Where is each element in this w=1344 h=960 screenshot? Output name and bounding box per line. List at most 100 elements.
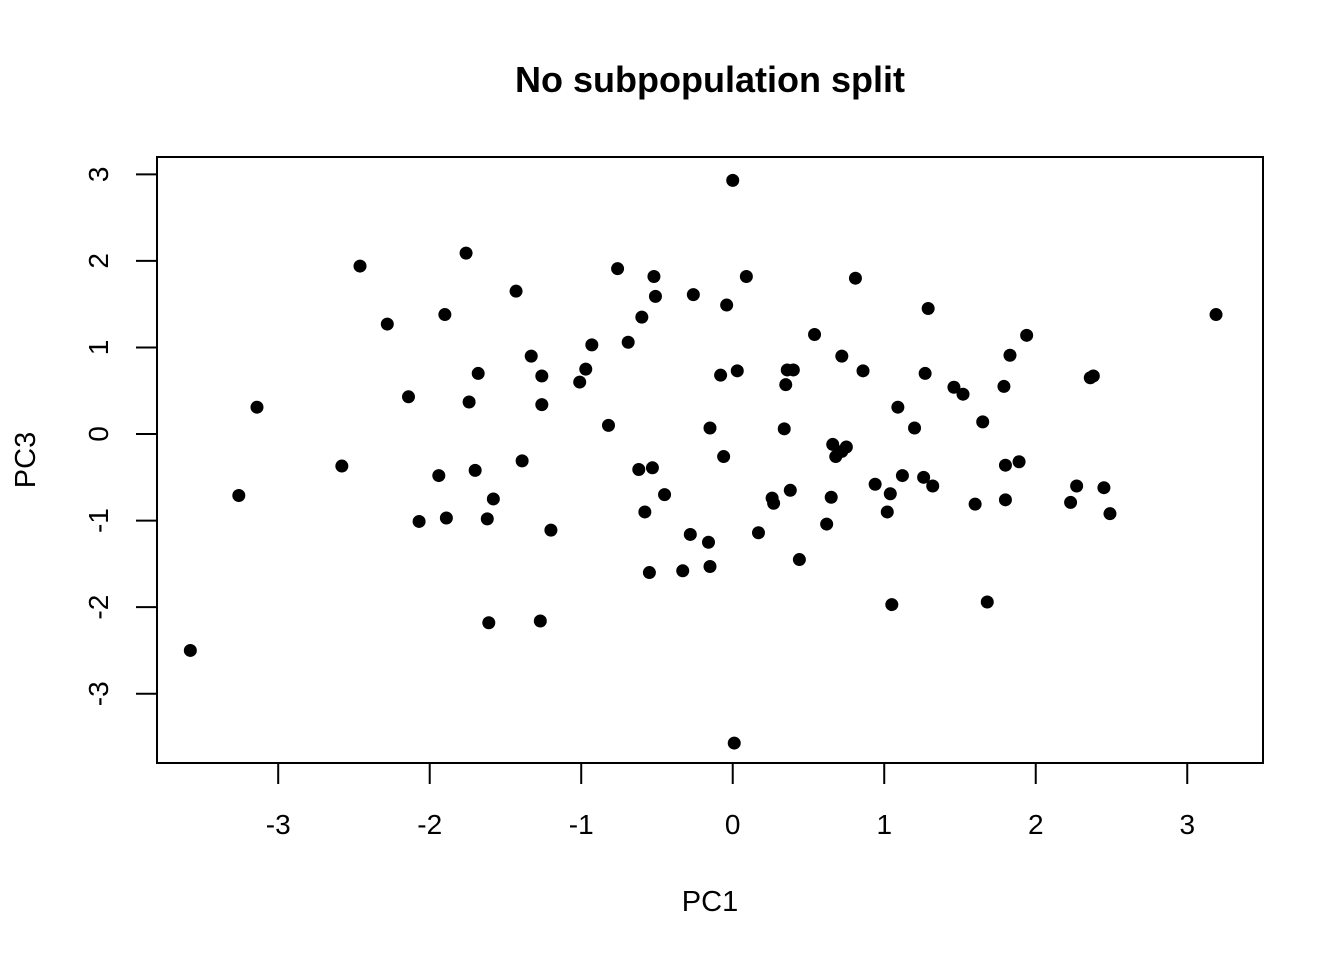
data-point xyxy=(848,271,862,285)
data-point xyxy=(868,477,882,491)
data-point xyxy=(686,288,700,302)
data-point xyxy=(883,487,897,501)
data-point xyxy=(462,395,476,409)
data-point xyxy=(335,459,349,473)
data-point xyxy=(438,308,452,322)
data-point xyxy=(402,390,416,404)
data-point xyxy=(515,454,529,468)
x-tick-label: 0 xyxy=(725,809,741,840)
data-point xyxy=(714,368,728,382)
data-point xyxy=(544,523,558,537)
data-point xyxy=(658,488,672,502)
data-point xyxy=(676,564,690,578)
data-point xyxy=(1097,481,1111,495)
data-point xyxy=(647,269,661,283)
data-point xyxy=(535,398,549,412)
y-tick-label: 0 xyxy=(83,426,114,442)
data-point xyxy=(1012,455,1026,469)
data-point xyxy=(183,643,197,657)
data-point xyxy=(509,284,523,298)
data-point xyxy=(621,335,635,349)
data-point xyxy=(717,450,731,464)
data-point xyxy=(250,400,264,414)
x-tick-label: -2 xyxy=(417,809,442,840)
x-axis: -3 -2 -1 0 1 2 3 xyxy=(266,762,1195,840)
data-point xyxy=(956,387,970,401)
data-point xyxy=(751,526,765,540)
data-point xyxy=(792,553,806,567)
y-axis: -3 -2 -1 0 1 2 3 xyxy=(83,167,158,706)
data-point xyxy=(839,440,853,454)
data-point xyxy=(579,362,593,376)
data-point xyxy=(730,364,744,378)
data-point xyxy=(908,421,922,435)
data-point xyxy=(856,364,870,378)
y-tick-label: -2 xyxy=(83,595,114,620)
data-point xyxy=(808,327,822,341)
data-point xyxy=(777,422,791,436)
x-tick-label: 2 xyxy=(1028,809,1044,840)
data-point xyxy=(767,496,781,510)
data-point xyxy=(482,616,496,630)
plot-frame xyxy=(156,156,1264,764)
data-point xyxy=(573,375,587,389)
data-point xyxy=(824,490,838,504)
data-point xyxy=(826,437,840,451)
data-point xyxy=(585,338,599,352)
data-point xyxy=(779,378,793,392)
x-tick-label: -1 xyxy=(569,809,594,840)
data-point xyxy=(611,262,625,276)
data-point xyxy=(1003,348,1017,362)
data-point xyxy=(885,598,899,612)
y-tick-label: 2 xyxy=(83,253,114,269)
data-point xyxy=(947,380,961,394)
data-point xyxy=(820,517,834,531)
data-point xyxy=(632,463,646,477)
data-point xyxy=(998,493,1012,507)
data-point xyxy=(468,463,482,477)
data-point xyxy=(683,527,697,541)
x-tick-label: 1 xyxy=(876,809,892,840)
data-point xyxy=(648,289,662,303)
y-tick-label: -3 xyxy=(83,681,114,706)
data-point xyxy=(601,418,615,432)
x-axis-label: PC1 xyxy=(682,886,738,918)
data-point xyxy=(353,259,367,273)
data-point xyxy=(645,461,659,475)
data-point xyxy=(701,535,715,549)
data-point xyxy=(480,512,494,526)
data-point xyxy=(1086,369,1100,383)
data-point xyxy=(880,505,894,519)
data-point xyxy=(533,614,547,628)
data-point xyxy=(968,497,982,511)
data-point xyxy=(1064,495,1078,509)
data-point xyxy=(895,469,909,483)
data-point xyxy=(524,349,538,363)
data-points xyxy=(183,173,1223,750)
data-point xyxy=(380,317,394,331)
chart-title: No subpopulation split xyxy=(515,59,905,100)
data-point xyxy=(471,366,485,380)
y-tick-label: -1 xyxy=(83,508,114,533)
data-point xyxy=(739,269,753,283)
data-point xyxy=(976,415,990,429)
data-point xyxy=(635,310,649,324)
data-point xyxy=(786,363,800,377)
data-point xyxy=(720,298,734,312)
data-point xyxy=(638,505,652,519)
data-point xyxy=(997,379,1011,393)
data-point xyxy=(918,366,932,380)
data-point xyxy=(1103,507,1117,521)
data-point xyxy=(783,483,797,497)
data-point xyxy=(917,470,931,484)
data-point xyxy=(703,559,717,573)
data-point xyxy=(432,469,446,483)
data-point xyxy=(412,514,426,528)
data-point xyxy=(642,566,656,580)
data-point xyxy=(703,421,717,435)
data-point xyxy=(726,173,740,187)
y-tick-label: 1 xyxy=(83,340,114,356)
data-point xyxy=(232,488,246,502)
data-point xyxy=(998,458,1012,472)
